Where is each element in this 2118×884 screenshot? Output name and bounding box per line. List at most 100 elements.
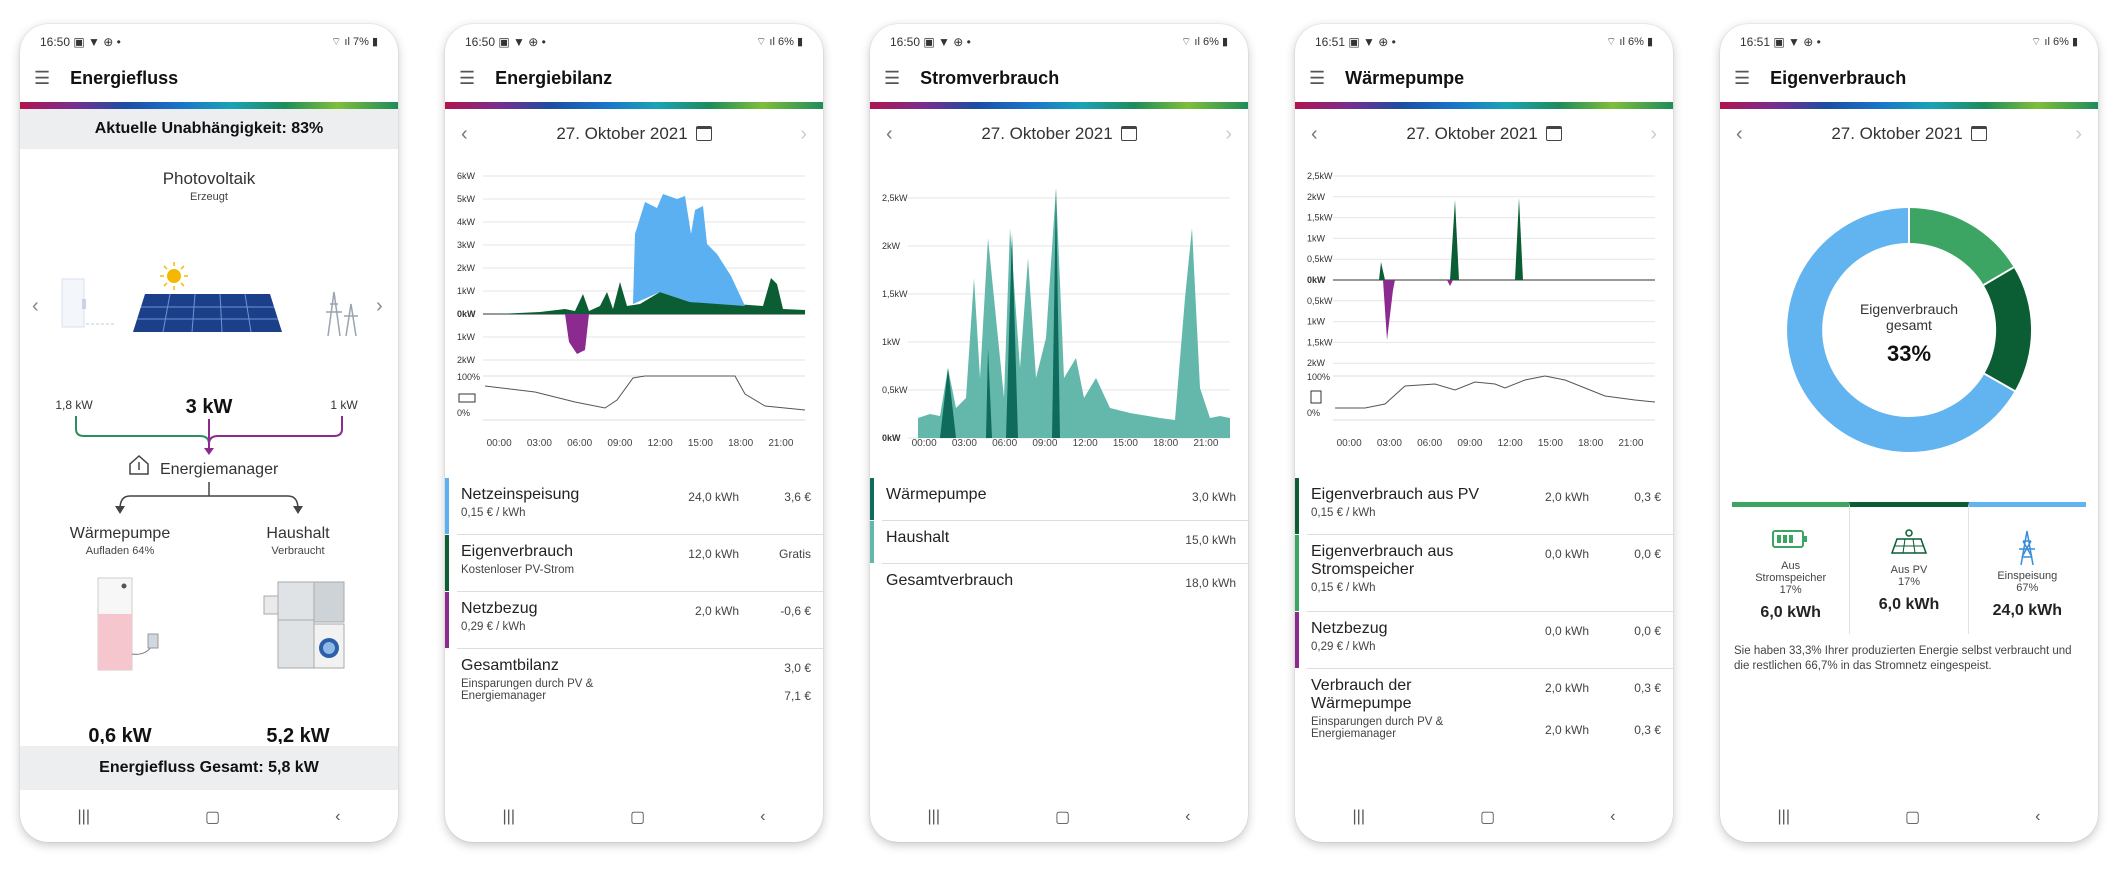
donut-center-percent: 33% (1887, 341, 1931, 366)
x-tick-label: 00:00 (1337, 438, 1362, 449)
balance-list: Netzeinspeisung 0,15 € / kWh 24,0 kWh 3,6 … (445, 478, 823, 723)
self-consumption-donut: Eigenverbrauch gesamt 33% (1787, 208, 2032, 452)
system-nav-bar: ||| ▢ ‹ (1720, 792, 2098, 842)
prev-day-button[interactable]: ‹ (461, 122, 468, 145)
list-item-haushalt[interactable]: Haushalt 15,0 kWh (870, 521, 1248, 563)
system-nav-bar: ||| ▢ ‹ (445, 792, 823, 842)
heatpump-label: Wärmepumpe (70, 525, 171, 542)
recents-button[interactable]: ||| (1352, 808, 1365, 825)
heatpump-chart: 2,5kW 2kW 1,5kW 1kW 0,5kW 0kW 0,5kW 1kW 1,5kW 2kW… (1307, 171, 1656, 449)
date-label[interactable]: 27. Oktober 2021 (1831, 124, 1987, 144)
brand-strip (1295, 102, 1673, 109)
heatpump-kw: 0,6 kW (88, 725, 151, 744)
power-pylon-icon (2019, 530, 2036, 566)
y-tick-label: 1kW (1307, 317, 1326, 327)
recents-button[interactable]: ||| (927, 808, 940, 825)
date-navigator: ‹ 27. Oktober 2021 › (445, 109, 823, 159)
donut-center-sublabel: gesamt (1886, 317, 1932, 333)
x-tick-label: 18:00 (1578, 438, 1603, 449)
back-button[interactable]: ‹ (1610, 808, 1616, 825)
menu-icon[interactable]: ☰ (1734, 67, 1751, 88)
power-consumption-chart: 2,5kW 2kW 1,5kW 1kW 0,5kW 0kW 00:00 03:00 06:00 0… (882, 188, 1230, 449)
list-item-eigenverbrauch-speicher[interactable]: Eigenverbrauch aus Stromspeicher 0,15 € / … (1295, 535, 1673, 611)
next-day-button[interactable]: › (2075, 122, 2082, 145)
calendar-icon[interactable] (1970, 126, 1987, 141)
battery-icon (1771, 530, 1807, 548)
donut-segment-pv (1909, 208, 2014, 285)
home-button[interactable]: ▢ (1479, 809, 1496, 826)
y-tick-label: 3kW (457, 240, 476, 250)
house-sublabel: Verbraucht (271, 545, 324, 557)
back-button[interactable]: ‹ (335, 808, 341, 825)
brand-strip (20, 102, 398, 109)
x-tick-label: 00:00 (912, 438, 937, 449)
calendar-icon[interactable] (695, 126, 712, 141)
prev-day-button[interactable]: ‹ (886, 122, 893, 145)
date-navigator: ‹ 27. Oktober 2021 › (1295, 109, 1673, 159)
next-day-button[interactable]: › (800, 122, 807, 145)
y-tick-label: 1,5kW (1307, 213, 1333, 223)
menu-icon[interactable]: ☰ (459, 67, 476, 88)
heatpump-area (940, 188, 1060, 438)
total-flow-banner: Energiefluss Gesamt: 5,8 kW (20, 746, 398, 790)
center-kw: 3 kW (186, 396, 233, 418)
battery-icon (458, 393, 476, 403)
prev-day-button[interactable]: ‹ (1736, 122, 1743, 145)
independence-banner: Aktuelle Unabhängigkeit: 83% (20, 109, 398, 149)
list-item-netzbezug[interactable]: Netzbezug 0,29 € / kWh 0,0 kWh 0,0 € (1295, 612, 1673, 668)
page-title: Energiebilanz (495, 67, 613, 88)
pv-sublabel: Erzeugt (190, 191, 228, 203)
soc-tick-label: 0% (1307, 408, 1320, 418)
recents-button[interactable]: ||| (1777, 808, 1790, 825)
home-button[interactable]: ▢ (1904, 809, 1921, 826)
column-pv: Aus PV 17% 6,0 kWh (1849, 502, 1969, 634)
next-day-button[interactable]: › (1650, 122, 1657, 145)
donut-segment-feed-in (1787, 208, 2015, 452)
calendar-icon[interactable] (1120, 126, 1137, 141)
date-label[interactable]: 27. Oktober 2021 (981, 124, 1137, 144)
home-button[interactable]: ▢ (1054, 809, 1071, 826)
phone-energiefluss: 16:50 ▣ ▼ ⊕ • ⌔ ıl 7% ▮ ☰ Energiefluss A… (20, 24, 398, 842)
list-item-netzeinspeisung[interactable]: Netzeinspeisung 0,15 € / kWh 24,0 kWh 3,6 … (445, 478, 823, 534)
calendar-icon[interactable] (1545, 126, 1562, 141)
list-item-eigenverbrauch-pv[interactable]: Eigenverbrauch aus PV 0,15 € / kWh 2,0 kW… (1295, 478, 1673, 534)
y-tick-label: 2,5kW (882, 193, 908, 203)
home-button[interactable]: ▢ (629, 809, 646, 826)
recents-button[interactable]: ||| (77, 808, 90, 825)
y-tick-label: 2kW (457, 355, 476, 365)
list-item-eigenverbrauch[interactable]: Eigenverbrauch Kostenloser PV-Strom 12,0 … (445, 535, 823, 591)
brand-strip (870, 102, 1248, 109)
x-tick-label: 06:00 (992, 438, 1017, 449)
donut-center-label: Eigenverbrauch (1860, 301, 1958, 317)
list-item-waermepumpe[interactable]: Wärmepumpe 3,0 kWh (870, 478, 1248, 520)
chevron-right-icon: › (376, 295, 383, 317)
back-button[interactable]: ‹ (1185, 808, 1191, 825)
pv-label: Photovoltaik (162, 169, 256, 188)
y-tick-label: 6kW (457, 171, 476, 181)
back-button[interactable]: ‹ (2035, 808, 2041, 825)
menu-icon[interactable]: ☰ (34, 67, 51, 88)
next-day-button[interactable]: › (1225, 122, 1232, 145)
right-kw: 1 kW (330, 398, 358, 412)
x-tick-label: 09:00 (1032, 438, 1057, 449)
page-title: Stromverbrauch (920, 67, 1060, 88)
prev-day-button[interactable]: ‹ (1311, 122, 1318, 145)
home-button[interactable]: ▢ (204, 809, 221, 826)
date-label[interactable]: 27. Oktober 2021 (556, 124, 712, 144)
menu-icon[interactable]: ☰ (1309, 67, 1326, 88)
list-item-netzbezug[interactable]: Netzbezug 0,29 € / kWh 2,0 kWh -0,6 € (445, 592, 823, 648)
menu-icon[interactable]: ☰ (884, 67, 901, 88)
x-tick-label: 03:00 (952, 438, 977, 449)
energy-balance-chart: 6kW 5kW 4kW 3kW 2kW 1kW 0kW 1kW 2kW 100% 0% 00:00 03… (457, 171, 806, 449)
x-tick-label: 00:00 (487, 438, 512, 449)
back-button[interactable]: ‹ (760, 808, 766, 825)
y-tick-label: 1,5kW (882, 289, 908, 299)
y-tick-label: 1kW (457, 286, 476, 296)
recents-button[interactable]: ||| (502, 808, 515, 825)
heatpump-list: Eigenverbrauch aus PV 0,15 € / kWh 2,0 kW… (1295, 478, 1673, 759)
date-label[interactable]: 27. Oktober 2021 (1406, 124, 1562, 144)
x-tick-label: 21:00 (1618, 438, 1643, 449)
breakdown-columns: Aus Stromspeicher 17% 6,0 kWh Aus PV 17%… (1732, 502, 2086, 634)
y-tick-label: 2kW (1307, 358, 1326, 368)
summary-note: Sie haben 33,3% Ihrer produzierten Energ… (1734, 645, 2072, 672)
